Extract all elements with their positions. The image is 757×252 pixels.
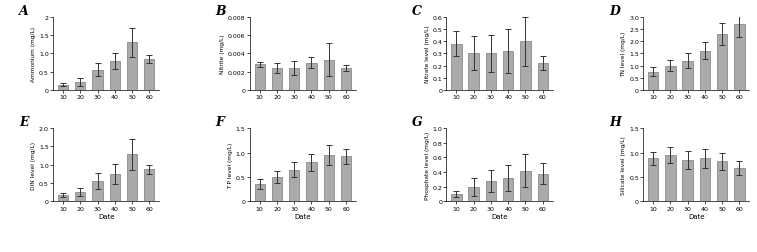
Bar	[537, 174, 548, 202]
Bar	[110, 174, 120, 202]
Bar	[451, 44, 462, 91]
Bar	[520, 42, 531, 91]
Text: B: B	[216, 5, 226, 17]
Bar	[520, 171, 531, 202]
Bar	[665, 155, 675, 202]
Y-axis label: Nitrite (mg/L): Nitrite (mg/L)	[220, 35, 225, 74]
Bar	[717, 35, 727, 91]
X-axis label: Date: Date	[688, 213, 705, 219]
Bar	[451, 194, 462, 202]
Text: F: F	[216, 115, 225, 129]
Bar	[469, 54, 479, 91]
Bar	[503, 52, 513, 91]
Text: C: C	[413, 5, 422, 17]
Bar	[734, 25, 745, 91]
Bar	[254, 65, 265, 91]
Bar	[537, 64, 548, 91]
Bar	[92, 181, 103, 202]
Bar	[486, 181, 496, 202]
Bar	[92, 71, 103, 91]
Y-axis label: T P level (mg/L): T P level (mg/L)	[228, 142, 233, 188]
Text: D: D	[609, 5, 620, 17]
Y-axis label: TN level (mg/L): TN level (mg/L)	[621, 32, 626, 77]
Bar	[58, 195, 68, 202]
Bar	[75, 192, 86, 202]
Bar	[272, 177, 282, 202]
Y-axis label: DIN level (mg/L): DIN level (mg/L)	[31, 141, 36, 189]
X-axis label: Date: Date	[294, 213, 311, 219]
Bar	[272, 69, 282, 91]
Bar	[734, 169, 745, 202]
Bar	[665, 66, 675, 91]
Bar	[648, 72, 659, 91]
Bar	[323, 60, 334, 91]
Y-axis label: Ammonium (mg/L): Ammonium (mg/L)	[31, 27, 36, 82]
Y-axis label: Nitrate level (mg/L): Nitrate level (mg/L)	[425, 25, 429, 83]
X-axis label: Date: Date	[98, 213, 114, 219]
Bar	[289, 170, 300, 202]
Bar	[254, 184, 265, 202]
Bar	[341, 157, 351, 202]
Bar	[144, 60, 154, 91]
Bar	[127, 43, 137, 91]
Bar	[683, 160, 693, 202]
Bar	[486, 54, 496, 91]
Bar	[323, 155, 334, 202]
Text: A: A	[19, 5, 29, 17]
Bar	[341, 69, 351, 91]
Bar	[469, 187, 479, 202]
Y-axis label: Phosphate level (mg/L): Phosphate level (mg/L)	[425, 131, 429, 199]
Bar	[717, 162, 727, 202]
Text: E: E	[19, 115, 29, 129]
Bar	[503, 178, 513, 202]
Text: H: H	[609, 115, 621, 129]
X-axis label: Date: Date	[491, 213, 508, 219]
Bar	[58, 85, 68, 91]
Bar	[648, 159, 659, 202]
Bar	[699, 159, 710, 202]
Bar	[110, 62, 120, 91]
Bar	[289, 69, 300, 91]
Y-axis label: Silicate level (mg/L): Silicate level (mg/L)	[621, 136, 626, 195]
Bar	[144, 170, 154, 202]
Bar	[75, 83, 86, 91]
Bar	[699, 52, 710, 91]
Text: G: G	[413, 115, 423, 129]
Bar	[127, 155, 137, 202]
Bar	[307, 163, 316, 202]
Bar	[307, 63, 316, 91]
Bar	[683, 61, 693, 91]
